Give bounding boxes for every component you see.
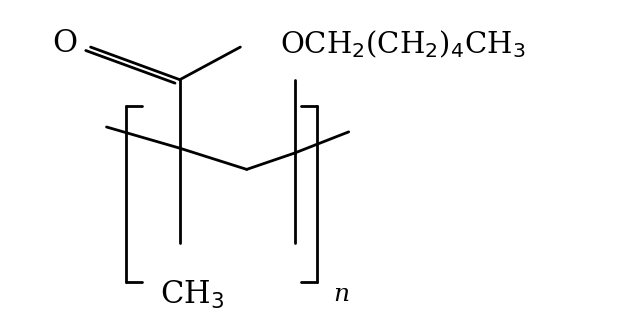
Text: O: O xyxy=(52,28,77,59)
Text: CH$_3$: CH$_3$ xyxy=(161,279,225,311)
Text: OCH$_2$(CH$_2$)$_4$CH$_3$: OCH$_2$(CH$_2$)$_4$CH$_3$ xyxy=(280,28,525,60)
Text: n: n xyxy=(333,284,349,307)
